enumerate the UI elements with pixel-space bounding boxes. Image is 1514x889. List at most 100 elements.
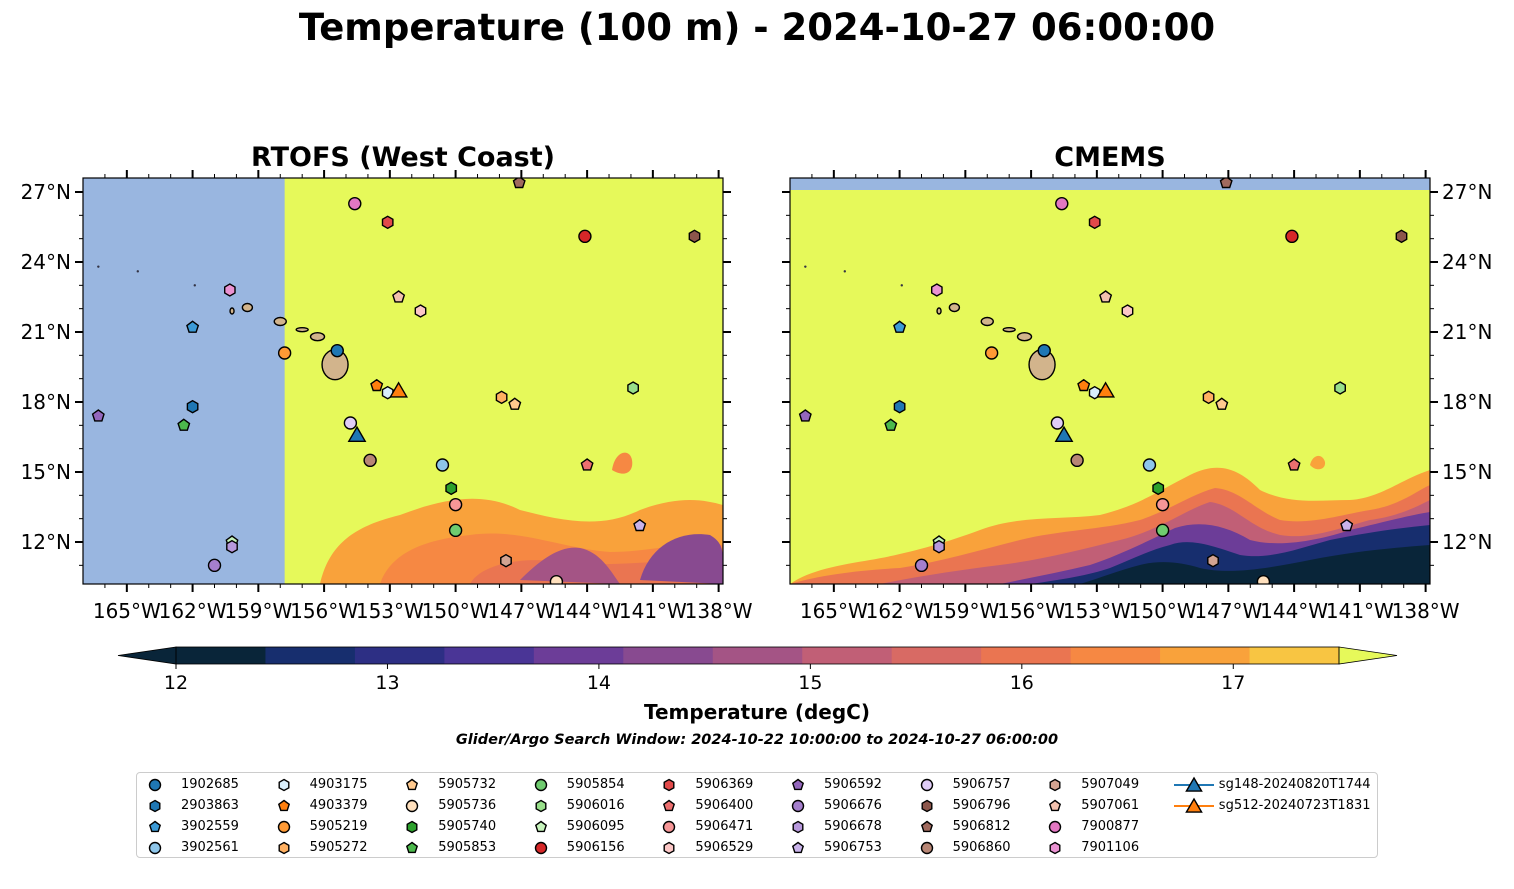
legend-label: 3902559 <box>181 819 239 834</box>
legend-label: 5906676 <box>824 798 882 813</box>
obs-marker-5906757 <box>1050 416 1065 430</box>
lon-tick-label: 141°W <box>1326 599 1394 623</box>
lat-tick-label: 18°N <box>21 390 71 414</box>
legend-marker-shape <box>277 799 290 812</box>
obs-marker-5905272 <box>1202 390 1215 405</box>
legend-label: 5906400 <box>695 798 754 813</box>
colorbar-tick-label: 14 <box>587 672 611 694</box>
legend-label: 5906678 <box>824 819 882 834</box>
lon-tick-label: 165°W <box>93 599 161 623</box>
obs-marker-5905219 <box>984 346 999 360</box>
legend-marker-shape <box>406 841 419 854</box>
obs-marker-5906156 <box>1285 229 1299 244</box>
lon-tick-label: 153°W <box>1063 599 1131 623</box>
colorbar-label: Temperature (degC) <box>644 700 870 724</box>
cool-water-contour <box>520 547 620 584</box>
colorbar-extend-low <box>117 646 177 665</box>
legend-marker <box>791 841 805 854</box>
obs-marker-5906400 <box>580 458 594 471</box>
legend-marker-shape <box>405 799 419 813</box>
obs-marker-5905736 <box>549 574 564 584</box>
legend-label: 5907061 <box>1081 798 1140 813</box>
island <box>273 316 287 327</box>
legend-label: 2903863 <box>181 798 239 813</box>
lat-tick-label: 21°N <box>21 320 71 344</box>
colorbar-tick-label: 12 <box>164 672 188 694</box>
colorbar-segment <box>533 647 624 664</box>
obs-marker-5906016 <box>1334 381 1347 395</box>
panel-title-cmems: CMEMS <box>1054 142 1166 173</box>
legend-marker <box>791 799 805 813</box>
legend-marker <box>278 778 290 792</box>
obs-marker-5906812 <box>512 178 526 189</box>
legend-marker-shape <box>663 841 675 855</box>
legend-marker-shape <box>663 820 676 834</box>
obs-marker-1902685 <box>1037 343 1051 358</box>
legend-marker <box>920 820 933 833</box>
map-frame <box>789 177 1431 585</box>
legend-marker <box>663 820 676 834</box>
legend-marker-shape <box>149 799 161 813</box>
lon-tick-label: 156°W <box>997 599 1065 623</box>
obs-marker-3902559 <box>893 320 907 333</box>
lon-tick-label: 150°W <box>1129 599 1197 623</box>
obs-marker-5905740 <box>1152 481 1165 496</box>
legend-label: 5906753 <box>824 840 882 855</box>
legend-label: 5905853 <box>438 840 497 855</box>
obs-marker-3902559 <box>186 320 200 333</box>
legend-marker <box>791 778 805 791</box>
lon-tick-label: 165°W <box>800 599 868 623</box>
legend-marker <box>1173 797 1214 813</box>
legend-marker <box>277 820 290 834</box>
obs-marker-5906678 <box>933 539 945 554</box>
obs-marker-5906796 <box>1395 229 1408 244</box>
colorbar-segment <box>623 647 714 664</box>
obs-marker-5906860 <box>1070 453 1084 468</box>
legend-marker <box>406 778 419 791</box>
legend-marker <box>1173 776 1214 792</box>
lat-tick-label: 15°N <box>21 460 71 484</box>
legend-marker-shape <box>148 778 162 792</box>
legend-label: 5906529 <box>695 840 754 855</box>
obs-marker-5905219 <box>277 346 292 360</box>
colorbar: 12 13 14 15 16 17 <box>117 646 1398 694</box>
small-island <box>97 265 100 268</box>
legend-marker-shape <box>1049 799 1062 812</box>
lat-tick-label: 12°N <box>21 530 71 554</box>
colorbar-tick-label: 17 <box>1221 672 1245 694</box>
obs-marker-5906529 <box>414 304 427 318</box>
obs-marker-5906757 <box>343 416 358 430</box>
lon-tick-label: 144°W <box>553 599 621 623</box>
legend-marker-shape <box>1048 820 1062 834</box>
obs-marker-5906529 <box>1121 304 1134 318</box>
island <box>309 331 326 342</box>
legend-marker <box>534 820 547 833</box>
colorbar-segment <box>712 647 803 664</box>
colorbar-tick-label: 16 <box>1010 672 1034 694</box>
no-data-region <box>83 178 285 584</box>
legend-marker <box>148 820 162 833</box>
legend-marker <box>663 778 675 792</box>
legend-marker-shape <box>920 841 933 855</box>
legend-label: 5906016 <box>566 798 625 813</box>
obs-marker-5905853 <box>177 418 191 431</box>
legend-marker <box>278 841 290 855</box>
obs-marker-2903863 <box>186 399 199 414</box>
map-frame <box>82 177 724 585</box>
colorbar-extend-high <box>1338 646 1398 665</box>
obs-marker-5906678 <box>226 539 238 554</box>
island <box>980 316 994 327</box>
legend-label: 7901106 <box>1081 840 1140 855</box>
legend-label: 5905219 <box>309 819 368 834</box>
legend-marker <box>534 841 547 855</box>
lon-tick-label: 159°W <box>931 599 999 623</box>
legend-marker-shape <box>534 778 547 792</box>
legend-marker <box>535 799 547 813</box>
legend-marker-shape <box>663 778 675 792</box>
cool-water-contour <box>612 452 633 474</box>
small-island <box>804 265 807 268</box>
legend-label: 3902561 <box>181 840 239 855</box>
legend-marker-shape <box>920 820 933 833</box>
lon-tick-label: 144°W <box>1260 599 1328 623</box>
lon-tick-label: 138°W <box>1392 599 1460 623</box>
